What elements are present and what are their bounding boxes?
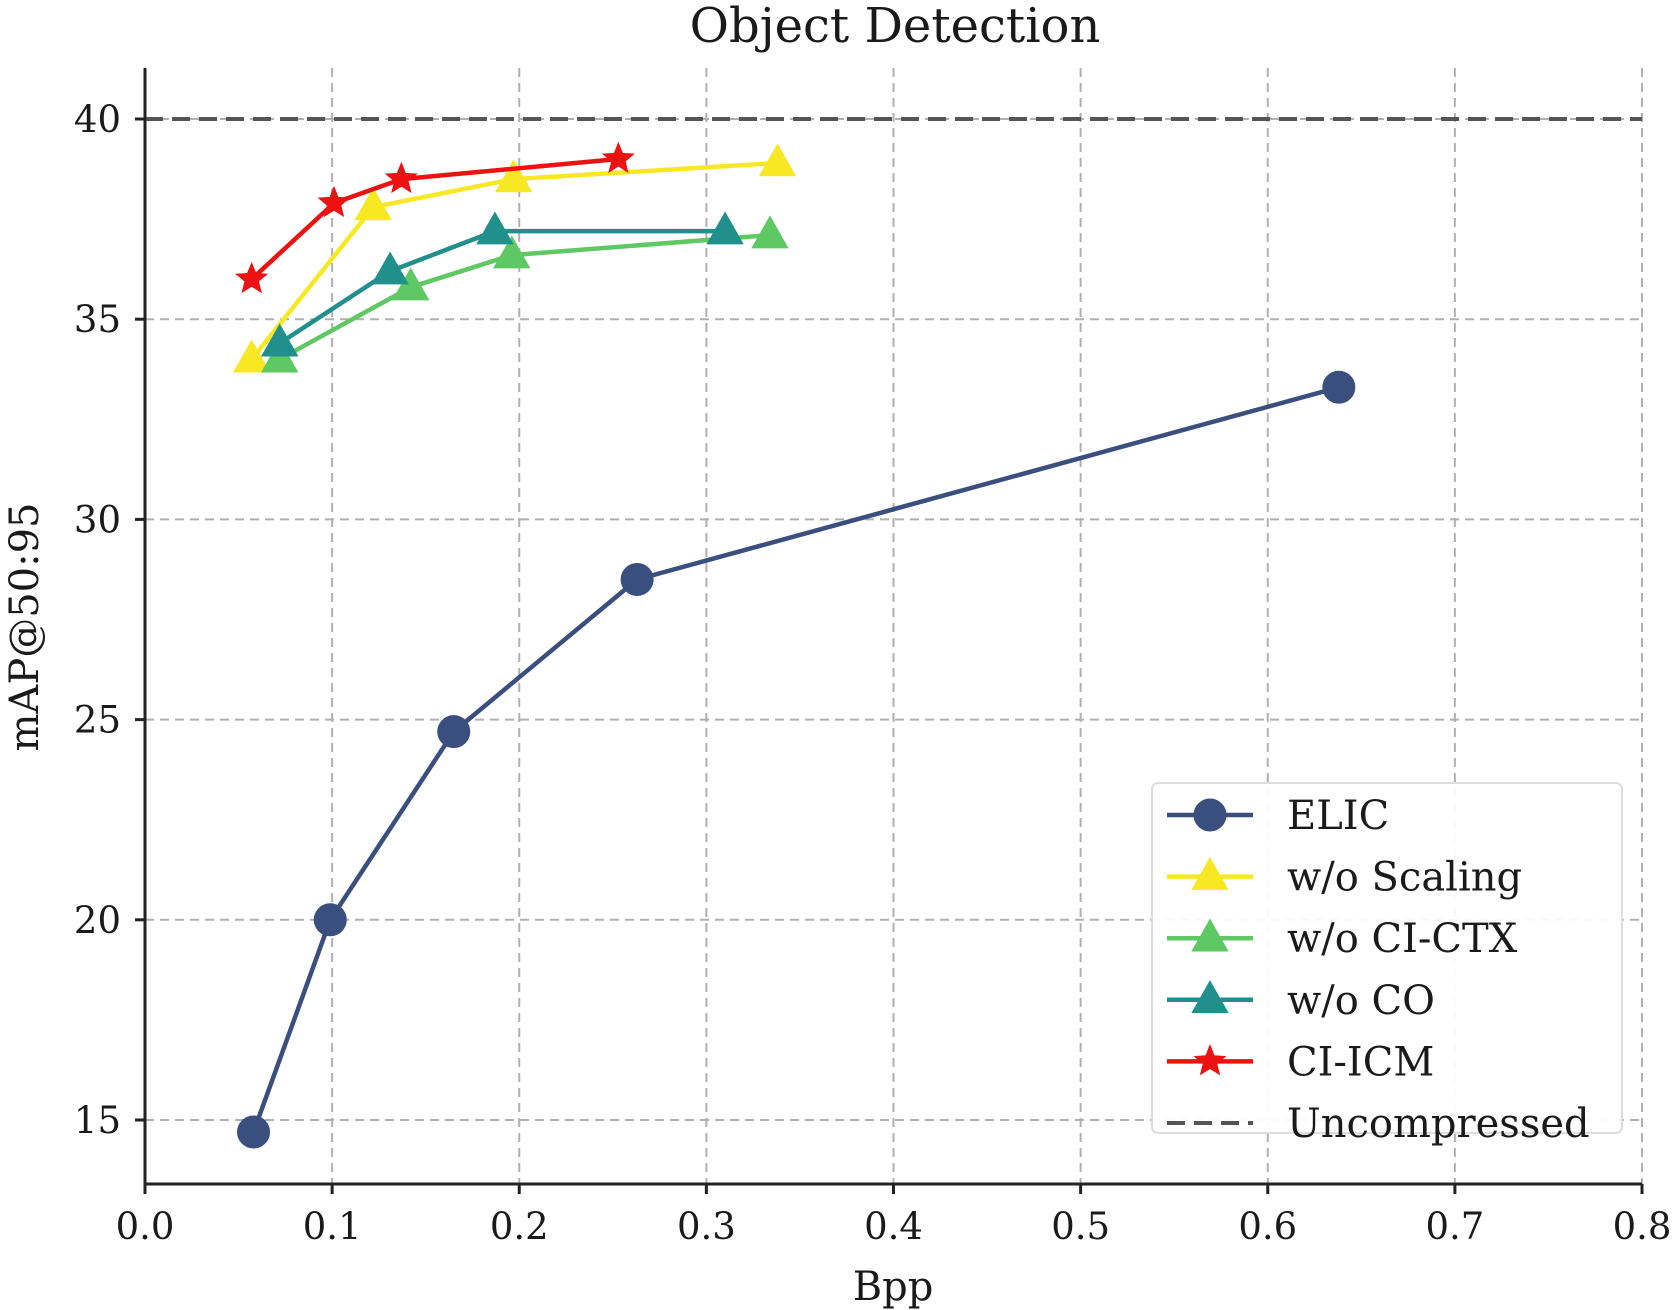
legend-label-uncompressed: Uncompressed (1287, 1101, 1590, 1147)
y-tick-label-2: 25 (74, 699, 121, 742)
legend-label-w-o-ci-ctx: w/o CI-CTX (1287, 916, 1518, 962)
y-tick-label-5: 40 (74, 98, 121, 141)
data-point-elic-4 (1323, 371, 1355, 403)
x-tick-label-8: 0.8 (1613, 1205, 1672, 1248)
x-tick-label-3: 0.3 (677, 1205, 736, 1248)
data-point-elic-3 (621, 563, 653, 595)
x-tick-label-7: 0.7 (1425, 1205, 1484, 1248)
x-tick-label-4: 0.4 (864, 1205, 923, 1248)
legend-marker-elic (1194, 799, 1226, 831)
y-tick-label-0: 15 (74, 1099, 121, 1142)
x-tick-label-6: 0.6 (1238, 1205, 1297, 1248)
legend-label-w-o-co: w/o CO (1287, 978, 1435, 1024)
x-tick-label-1: 0.1 (303, 1205, 362, 1248)
legend-label-w-o-scaling: w/o Scaling (1287, 855, 1522, 901)
data-point-elic-1 (314, 904, 346, 936)
y-axis-label: mAP@50:95 (2, 502, 48, 751)
chart-title: Object Detection (690, 0, 1101, 54)
data-point-elic-0 (238, 1116, 270, 1148)
x-tick-label-0: 0.0 (116, 1205, 175, 1248)
data-point-elic-2 (438, 716, 470, 748)
legend: ELIC w/o Scaling w/o CI-CTX w/o CO CI-ICM Unc… (1152, 783, 1622, 1147)
y-tick-label-1: 20 (74, 899, 121, 942)
y-tick-label-3: 30 (74, 498, 121, 541)
legend-label-elic: ELIC (1287, 793, 1389, 839)
x-tick-label-5: 0.5 (1051, 1205, 1110, 1248)
y-tick-label-4: 35 (74, 298, 121, 341)
x-axis-label: Bpp (853, 1264, 934, 1310)
x-tick-label-2: 0.2 (490, 1205, 549, 1248)
legend-label-ci-icm: CI-ICM (1287, 1039, 1434, 1085)
